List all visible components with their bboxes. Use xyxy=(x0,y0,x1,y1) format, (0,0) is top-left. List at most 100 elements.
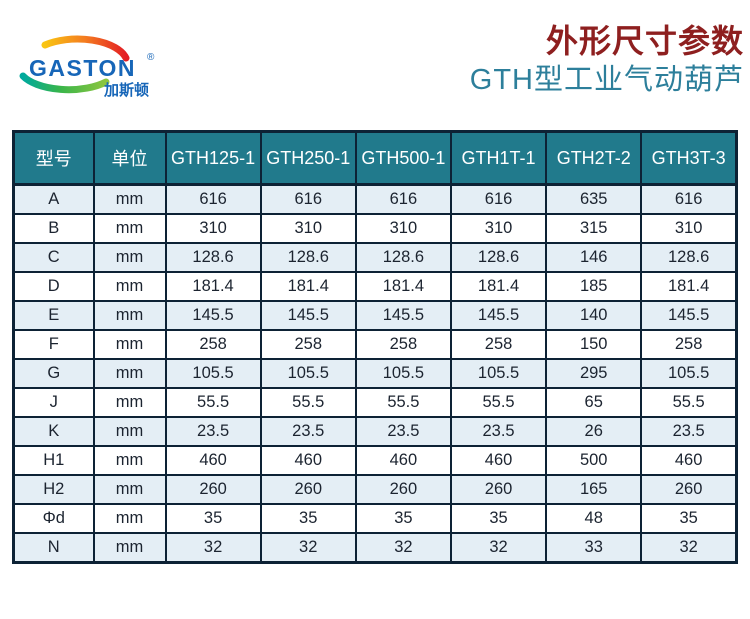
value-cell: 26 xyxy=(545,416,643,447)
unit-cell: mm xyxy=(92,271,167,302)
value-cell: 32 xyxy=(259,532,357,564)
value-cell: 32 xyxy=(354,532,452,564)
value-cell: 35 xyxy=(449,503,548,534)
value-cell: 260 xyxy=(259,474,357,505)
column-header: 型号 xyxy=(12,130,95,186)
value-cell: 33 xyxy=(545,532,643,564)
gaston-logo-icon: GASTON ® 加斯顿 xyxy=(19,35,155,99)
value-cell: 23.5 xyxy=(259,416,357,447)
value-cell: 460 xyxy=(640,445,738,476)
value-cell: 55.5 xyxy=(164,387,262,418)
header-row: 型号 单位 GTH125-1 GTH250-1 GTH500-1 GTH1T-1 GTH2T… xyxy=(12,130,738,186)
row-label-cell: H1 xyxy=(12,445,95,476)
value-cell: 258 xyxy=(354,329,452,360)
column-header: GTH500-1 xyxy=(354,130,452,186)
unit-cell: mm xyxy=(92,387,167,418)
value-cell: 181.4 xyxy=(164,271,262,302)
title-block: 外形尺寸参数 GTH型工业气动葫芦 xyxy=(470,23,744,96)
value-cell: 128.6 xyxy=(449,242,548,273)
value-cell: 258 xyxy=(164,329,262,360)
value-cell: 23.5 xyxy=(449,416,548,447)
value-cell: 145.5 xyxy=(259,300,357,331)
value-cell: 145.5 xyxy=(164,300,262,331)
unit-cell: mm xyxy=(92,445,167,476)
value-cell: 460 xyxy=(164,445,262,476)
value-cell: 55.5 xyxy=(354,387,452,418)
row-label-cell: J xyxy=(12,387,95,418)
row-label-cell: N xyxy=(12,532,95,564)
value-cell: 145.5 xyxy=(354,300,452,331)
value-cell: 32 xyxy=(449,532,548,564)
value-cell: 500 xyxy=(545,445,643,476)
value-cell: 616 xyxy=(640,183,738,215)
row-label-cell: G xyxy=(12,358,95,389)
value-cell: 616 xyxy=(449,183,548,215)
column-header: GTH2T-2 xyxy=(545,130,643,186)
value-cell: 460 xyxy=(354,445,452,476)
value-cell: 181.4 xyxy=(640,271,738,302)
row-label-cell: A xyxy=(12,183,95,215)
value-cell: 35 xyxy=(164,503,262,534)
spec-table: 型号 单位 GTH125-1 GTH250-1 GTH500-1 GTH1T-1 GTH2T… xyxy=(12,130,738,564)
value-cell: 258 xyxy=(259,329,357,360)
unit-cell: mm xyxy=(92,300,167,331)
value-cell: 460 xyxy=(259,445,357,476)
value-cell: 460 xyxy=(449,445,548,476)
value-cell: 185 xyxy=(545,271,643,302)
value-cell: 128.6 xyxy=(354,242,452,273)
value-cell: 23.5 xyxy=(354,416,452,447)
unit-cell: mm xyxy=(92,474,167,505)
value-cell: 55.5 xyxy=(449,387,548,418)
unit-cell: mm xyxy=(92,213,167,244)
value-cell: 310 xyxy=(259,213,357,244)
column-header: GTH3T-3 xyxy=(640,130,738,186)
row-label-cell: K xyxy=(12,416,95,447)
value-cell: 48 xyxy=(545,503,643,534)
value-cell: 260 xyxy=(354,474,452,505)
row-label-cell: F xyxy=(12,329,95,360)
table-row: H1 mm 460 460 460 460 500 460 xyxy=(12,445,738,476)
value-cell: 140 xyxy=(545,300,643,331)
value-cell: 181.4 xyxy=(354,271,452,302)
value-cell: 65 xyxy=(545,387,643,418)
row-label-cell: C xyxy=(12,242,95,273)
value-cell: 295 xyxy=(545,358,643,389)
value-cell: 55.5 xyxy=(640,387,738,418)
logo-brand-cn-text: 加斯顿 xyxy=(103,81,149,99)
value-cell: 105.5 xyxy=(259,358,357,389)
logo-top-arc-icon xyxy=(41,35,130,62)
value-cell: 260 xyxy=(449,474,548,505)
value-cell: 145.5 xyxy=(640,300,738,331)
row-label-cell: E xyxy=(12,300,95,331)
row-label-cell: B xyxy=(12,213,95,244)
value-cell: 23.5 xyxy=(640,416,738,447)
value-cell: 616 xyxy=(354,183,452,215)
value-cell: 310 xyxy=(354,213,452,244)
value-cell: 105.5 xyxy=(164,358,262,389)
value-cell: 258 xyxy=(449,329,548,360)
table-row: Φd mm 35 35 35 35 48 35 xyxy=(12,503,738,534)
table-head: 型号 单位 GTH125-1 GTH250-1 GTH500-1 GTH1T-1 GTH2T… xyxy=(12,130,738,186)
value-cell: 23.5 xyxy=(164,416,262,447)
row-label-cell: H2 xyxy=(12,474,95,505)
value-cell: 35 xyxy=(259,503,357,534)
value-cell: 35 xyxy=(354,503,452,534)
value-cell: 258 xyxy=(640,329,738,360)
value-cell: 616 xyxy=(164,183,262,215)
unit-cell: mm xyxy=(92,183,167,215)
value-cell: 310 xyxy=(164,213,262,244)
page-title: 外形尺寸参数 xyxy=(545,23,744,59)
value-cell: 310 xyxy=(449,213,548,244)
value-cell: 128.6 xyxy=(640,242,738,273)
unit-cell: mm xyxy=(92,242,167,273)
brand-logo: GASTON ® 加斯顿 xyxy=(12,24,172,110)
value-cell: 181.4 xyxy=(449,271,548,302)
value-cell: 181.4 xyxy=(259,271,357,302)
value-cell: 260 xyxy=(640,474,738,505)
